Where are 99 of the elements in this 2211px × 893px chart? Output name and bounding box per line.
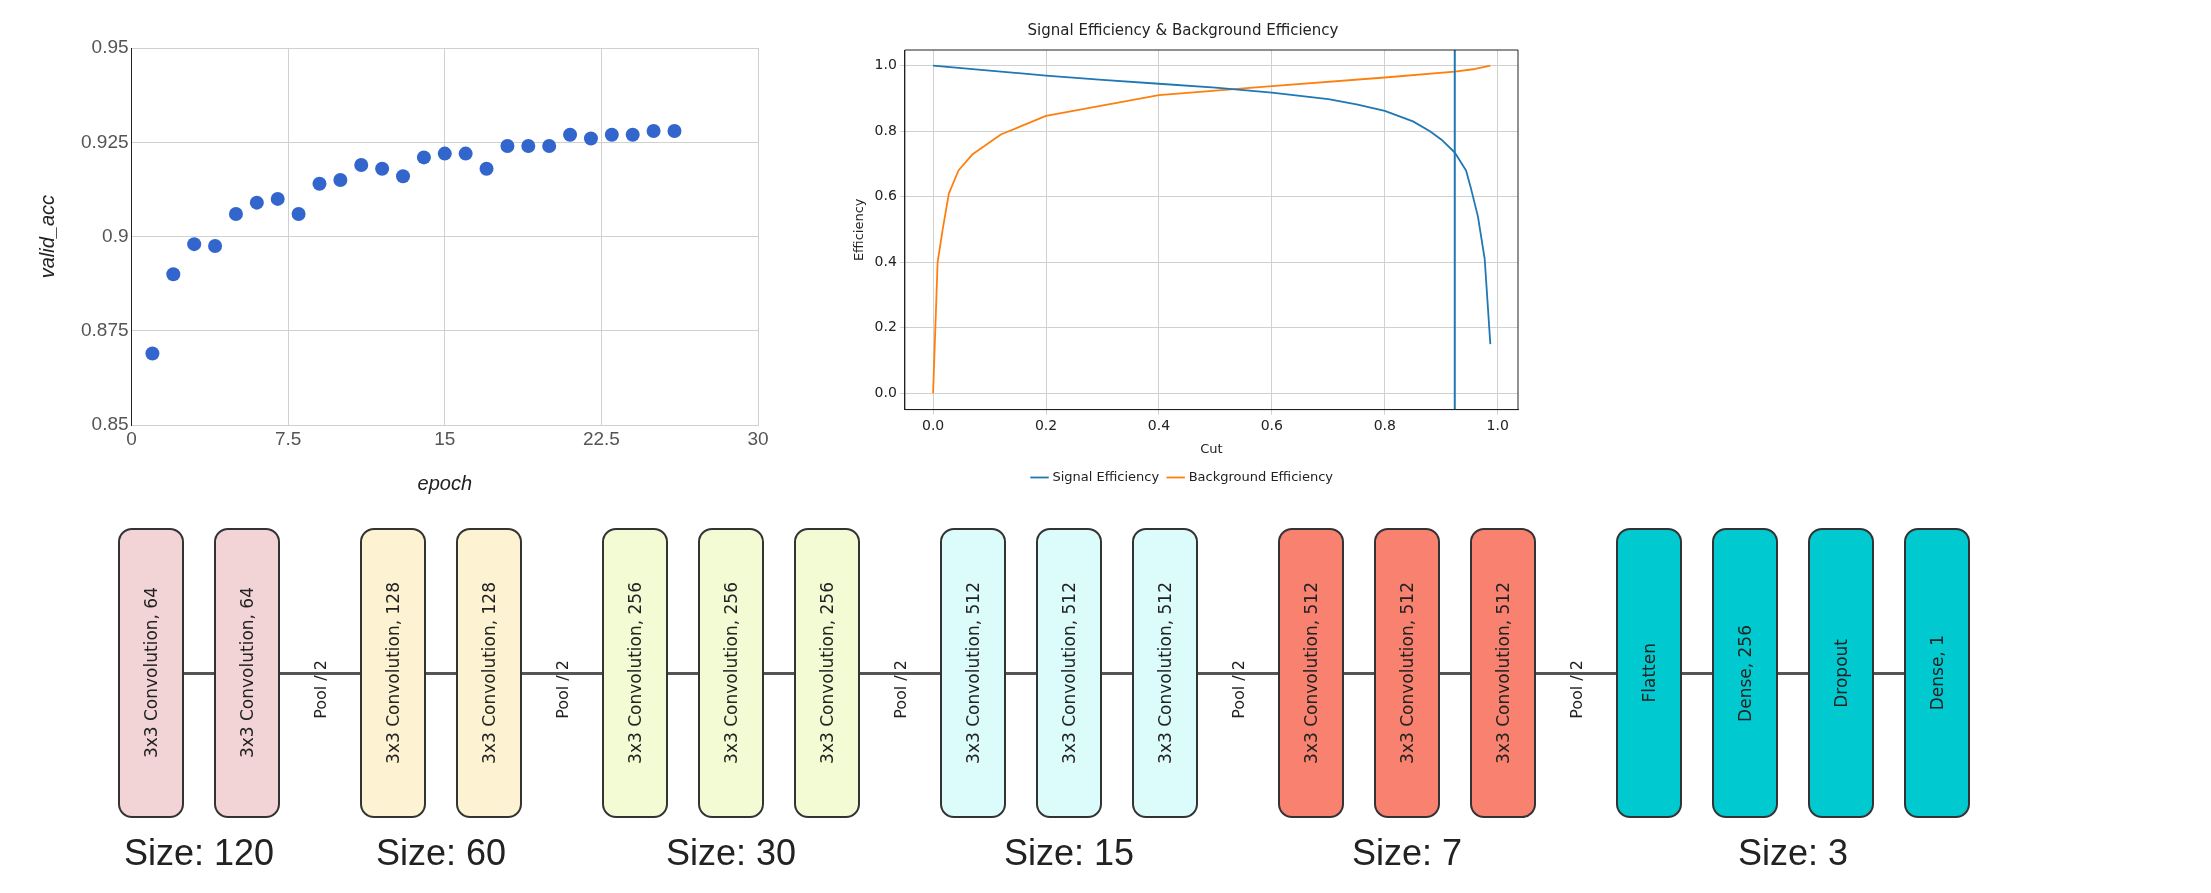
point [437, 146, 452, 161]
rounded-box: 3x3 Convolution, 256 [602, 528, 668, 818]
point [249, 195, 264, 210]
x-tick-label: 0.8 [1373, 416, 1396, 433]
category-label: Dropout [1831, 638, 1851, 708]
y-tick-label: 1.0 [874, 56, 897, 73]
point [542, 139, 557, 154]
chart-title: Signal Efficiency & Background Efficiency [1027, 20, 1339, 39]
category-label: Pool / 2 [310, 659, 330, 719]
category-label: Pool / 2 [552, 659, 572, 719]
point [646, 123, 661, 138]
point [458, 146, 473, 161]
text: Size: 30 [665, 832, 797, 874]
rounded-box: 3x3 Convolution, 512 [1036, 528, 1102, 818]
point [521, 139, 536, 154]
category-label: Flatten [1639, 643, 1659, 703]
category-label: 3x3 Convolution, 512 [1493, 582, 1513, 764]
rounded-box: 3x3 Convolution, 256 [794, 528, 860, 818]
category-label: 3x3 Convolution, 512 [1059, 582, 1079, 764]
point [500, 139, 515, 154]
text: Size: 15 [1003, 832, 1135, 874]
y-axis-title: Efficiency [851, 198, 867, 262]
point [333, 173, 348, 188]
category-label: Dense, 1 [1927, 635, 1947, 711]
point [145, 346, 160, 361]
rounded-box: Dense, 1 [1904, 528, 1970, 818]
x-tick-label: 0.4 [1147, 416, 1171, 433]
y-tick-label: 0.85 [91, 413, 129, 435]
rounded-box: Flatten [1616, 528, 1682, 818]
category-label: 3x3 Convolution, 64 [141, 587, 161, 759]
y-tick-label: 0.9 [102, 224, 129, 246]
category-label: 3x3 Convolution, 256 [721, 582, 741, 764]
y-tick-label: 0.2 [874, 318, 897, 335]
point [479, 161, 494, 176]
rounded-box: 3x3 Convolution, 256 [698, 528, 764, 818]
text: Size: 120 [123, 832, 275, 874]
category-label: Dense, 256 [1735, 624, 1755, 722]
point [583, 131, 598, 146]
category-label: Pool / 2 [890, 659, 910, 719]
category-label: 3x3 Convolution, 512 [963, 582, 983, 764]
point [396, 169, 411, 184]
y-axis-title: valid_acc [35, 194, 58, 279]
category-label: 3x3 Convolution, 512 [1397, 582, 1417, 764]
point [416, 150, 431, 165]
x-axis-title: Cut [1200, 440, 1223, 456]
x-tick-label: 0.0 [921, 416, 945, 433]
category-label: 3x3 Convolution, 256 [817, 582, 837, 764]
point [375, 161, 390, 176]
category-label: 3x3 Convolution, 64 [237, 587, 257, 759]
point [625, 127, 640, 142]
point [354, 157, 369, 172]
rounded-box: 3x3 Convolution, 64 [214, 528, 280, 818]
point [228, 206, 243, 221]
rounded-box: 3x3 Convolution, 512 [940, 528, 1006, 818]
point [270, 191, 285, 206]
y-tick-label: 0.8 [874, 121, 897, 138]
point [166, 267, 181, 282]
category-label: 3x3 Convolution, 512 [1301, 582, 1321, 764]
rounded-box: 3x3 Convolution, 64 [118, 528, 184, 818]
text: Size: 3 [1737, 832, 1849, 874]
rounded-box: 3x3 Convolution, 512 [1374, 528, 1440, 818]
rounded-box: Dropout [1808, 528, 1874, 818]
rounded-box: 3x3 Convolution, 512 [1132, 528, 1198, 818]
x-tick-label: 1.0 [1486, 416, 1509, 433]
point [312, 176, 327, 191]
rounded-box: 3x3 Convolution, 512 [1278, 528, 1344, 818]
category-label: 3x3 Convolution, 256 [625, 582, 645, 764]
legend-label: Signal Efficiency [1052, 468, 1160, 484]
x-tick-label: 30 [747, 427, 769, 449]
category-label: 3x3 Convolution, 128 [383, 582, 403, 764]
point [291, 206, 306, 221]
y-tick-label: 0.875 [81, 319, 129, 341]
x-tick-label: 15 [434, 427, 456, 449]
y-tick-label: 0.925 [81, 130, 129, 152]
rounded-box: 3x3 Convolution, 128 [456, 528, 522, 818]
text: Size: 7 [1351, 832, 1463, 874]
x-tick-label: 22.5 [582, 427, 620, 449]
rounded-box: 3x3 Convolution, 128 [360, 528, 426, 818]
x-tick-label: 0.2 [1034, 416, 1058, 433]
point [667, 123, 682, 138]
text: Size: 60 [375, 832, 507, 874]
point [208, 239, 223, 254]
point [187, 237, 202, 252]
y-tick-label: 0.0 [874, 383, 897, 400]
category-label: Pool / 2 [1566, 659, 1586, 719]
y-tick-label: 0.4 [874, 252, 897, 269]
point [563, 127, 578, 142]
x-axis-title: epoch [417, 471, 473, 494]
y-tick-label: 0.6 [874, 187, 897, 204]
legend-label: Background Efficiency [1188, 468, 1334, 484]
x-tick-label: 7.5 [274, 427, 302, 449]
x-tick-label: 0.6 [1260, 416, 1284, 433]
rounded-box: Dense, 256 [1712, 528, 1778, 818]
category-label: 3x3 Convolution, 128 [479, 582, 499, 764]
category-label: Pool / 2 [1228, 659, 1248, 719]
category-label: 3x3 Convolution, 512 [1155, 582, 1175, 764]
point [604, 127, 619, 142]
y-tick-label: 0.95 [91, 36, 129, 58]
rounded-box: 3x3 Convolution, 512 [1470, 528, 1536, 818]
